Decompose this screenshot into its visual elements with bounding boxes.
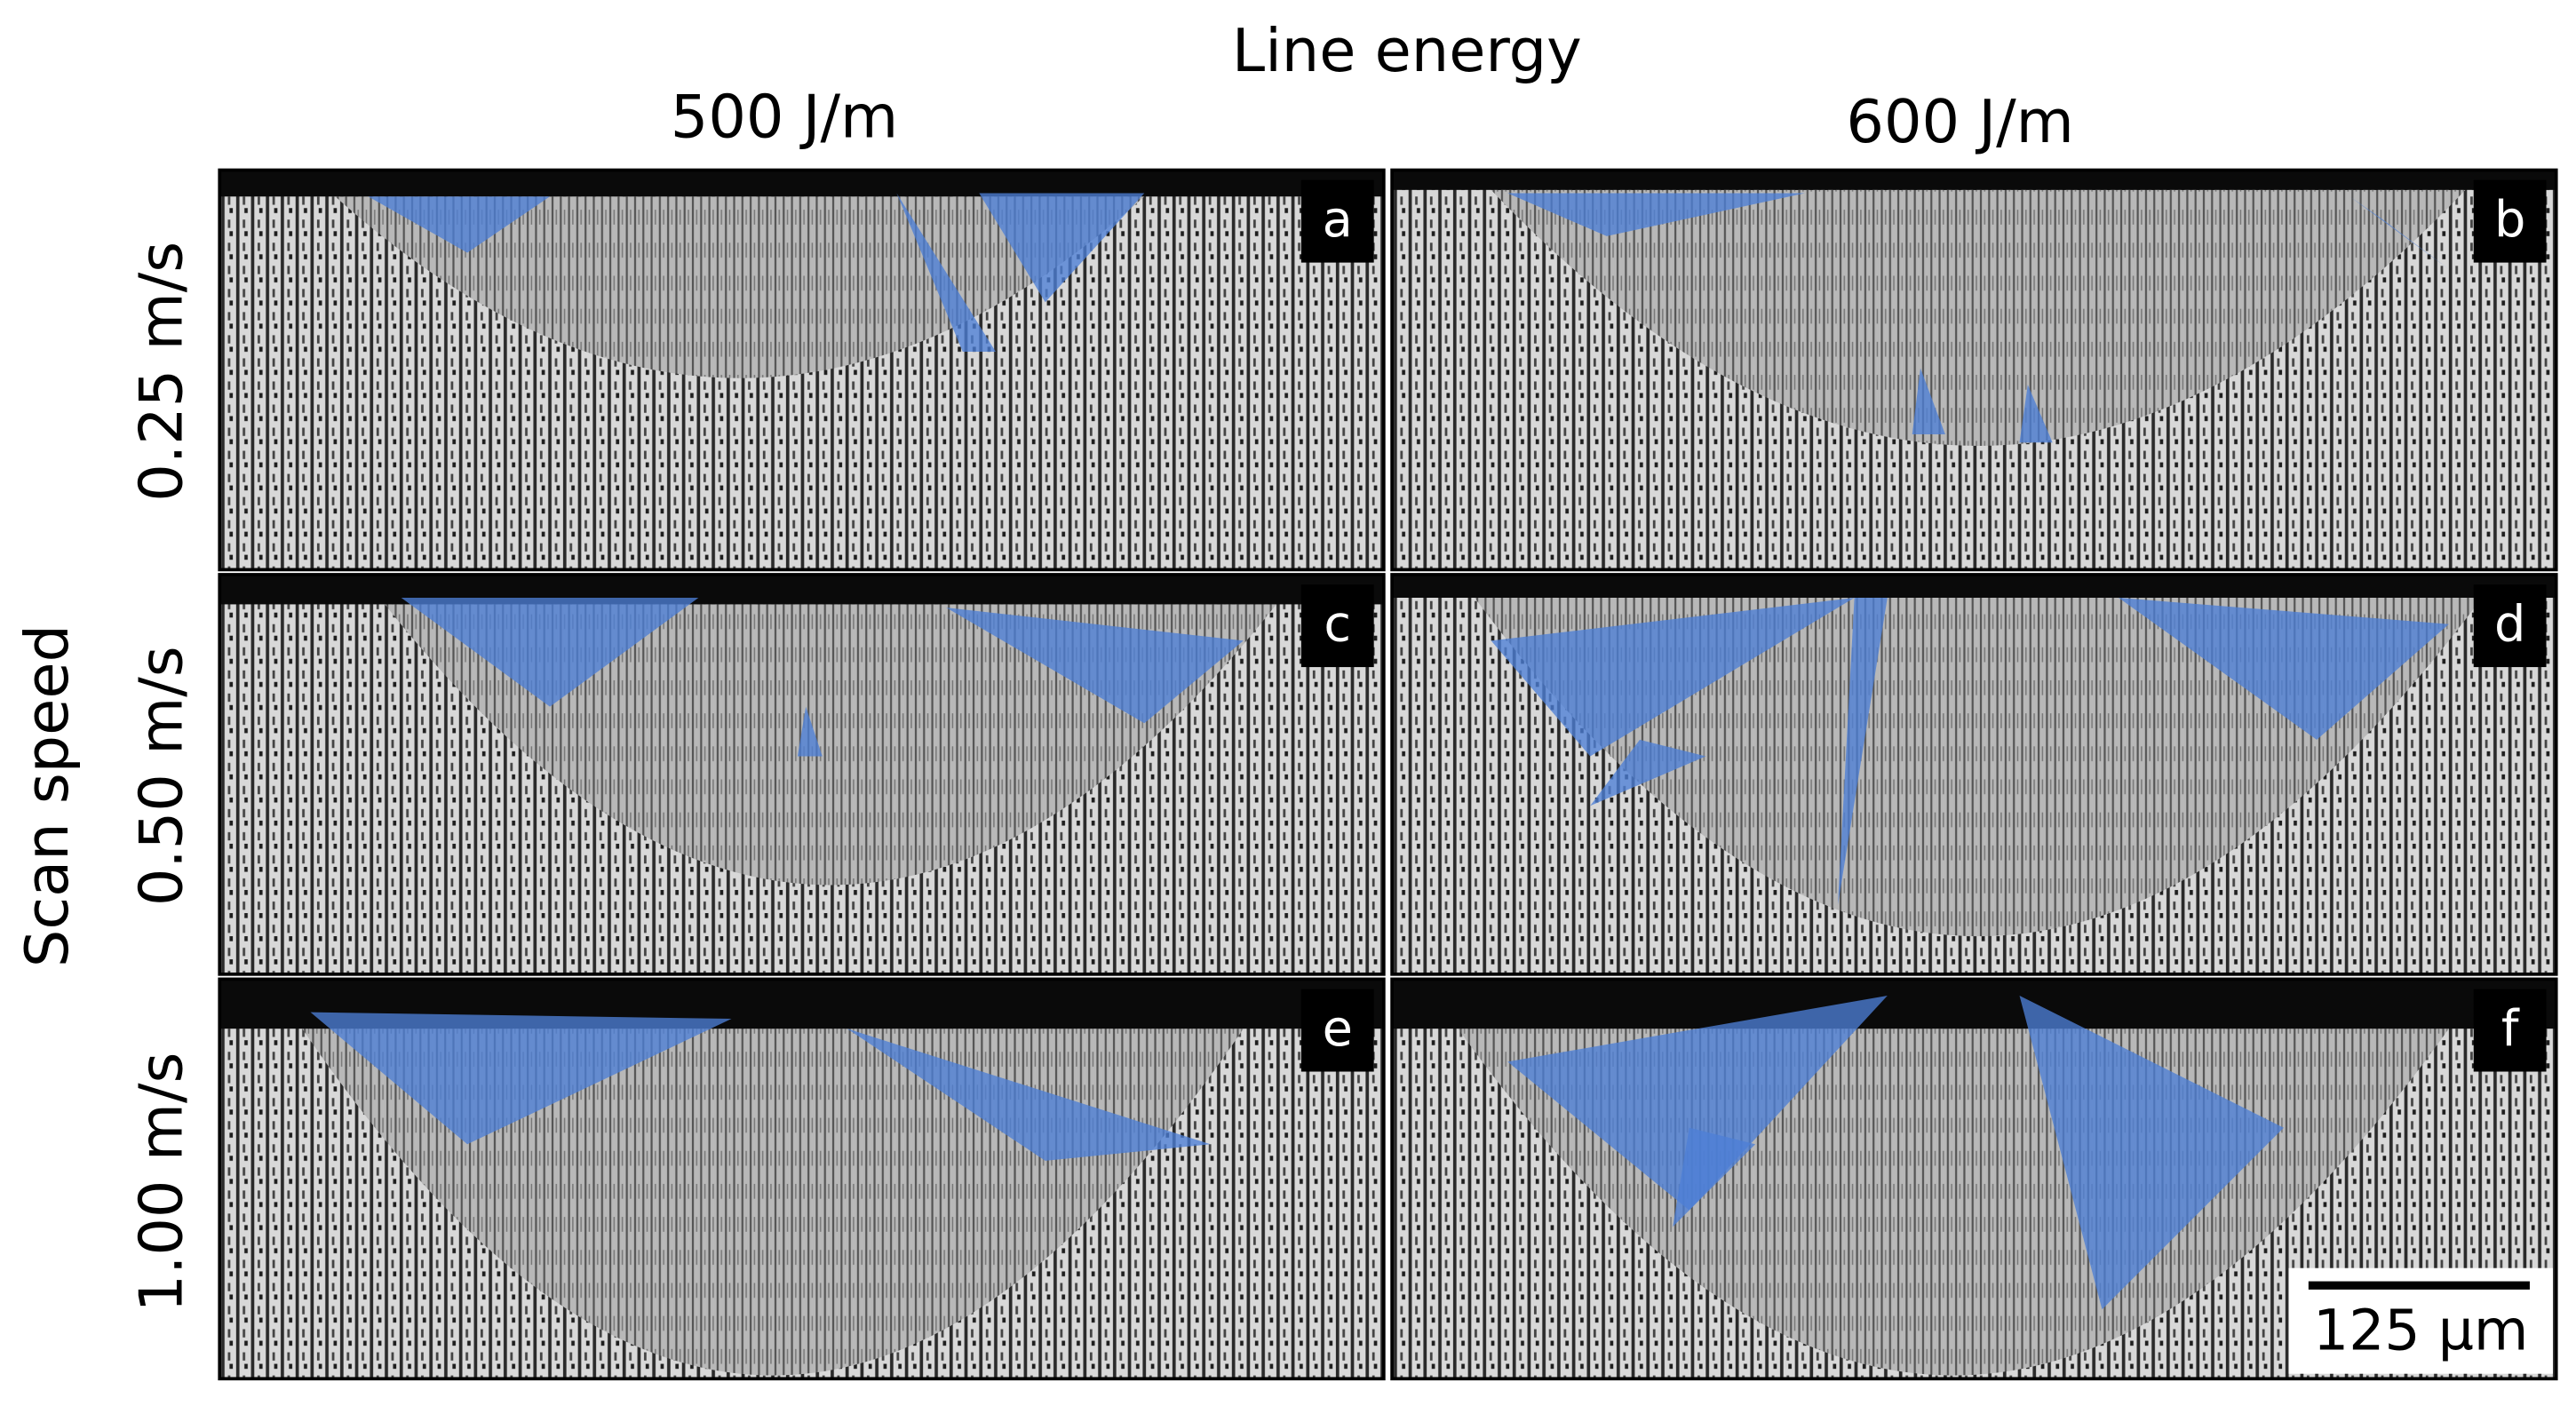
title: Line energy [1232,16,1582,85]
grain-highlight [946,608,1244,724]
panel-border [1390,573,2558,976]
surface-band [1392,979,2556,1029]
grain-highlight [1912,368,1945,434]
panel-letter: c [1324,596,1351,654]
row-axis-label: Scan speed [12,624,82,967]
micrograph-panel: e [218,977,1386,1381]
grain-highlight [797,706,823,757]
letter-box [2473,584,2547,668]
row-label: 0.25 m/s [126,242,195,502]
melt-pool [1491,189,2466,446]
surface-band [219,170,1384,197]
panel-border [1390,168,2558,572]
panel-border [218,573,1386,976]
surface-band [219,574,1384,605]
panel-letter: f [2501,1000,2520,1058]
grain-highlight [847,1029,1211,1161]
panels: a b c d e f [218,168,2558,1381]
column-label: 500 J/m [671,82,898,151]
panel-border [218,168,1386,572]
grain-highlight [1507,193,1805,236]
panel-letter: a [1323,191,1353,249]
micrograph-panel: d [1390,573,2558,976]
column-label: 600 J/m [1846,87,2073,156]
letter-box [1300,989,1374,1072]
row-label: 1.00 m/s [126,1053,195,1313]
row-label: 0.50 m/s [126,646,195,906]
letter-box [2473,989,2547,1072]
panel-border [218,977,1386,1381]
grain-highlight [1491,597,1855,757]
grain-highlight [2349,196,2449,270]
scale-bar-line [2308,1281,2530,1290]
grain-highlight [401,597,699,707]
letter-box [1300,584,1374,668]
letter-box [2473,179,2547,263]
grain-highlight [1673,1127,1756,1227]
melt-pool [1475,597,2483,937]
panel-border [1390,977,2558,1381]
grain-highlight [1838,597,1888,905]
grain-highlight [2119,597,2449,740]
panel-letter: b [2494,191,2525,249]
letter-box [1300,179,1374,263]
grain-highlight [310,1012,732,1145]
grain-highlight [1507,996,1888,1211]
micrograph-panel: c [218,573,1386,976]
surface-band [1392,170,2556,190]
grain-highlight [979,193,1145,303]
surface-band [1392,574,2556,598]
scale-bar: 125 µm [2288,1267,2553,1374]
panel-letter: e [1323,1000,1353,1058]
grain-highlight [1590,739,1706,806]
grain-highlight [368,196,551,253]
melt-pool [385,604,1276,886]
scale-bar-label: 125 µm [2313,1298,2528,1363]
micrograph-panel: b [1390,168,2558,572]
grain-highlight [2019,385,2053,443]
melt-pool [335,196,1145,378]
grain-highlight [2019,996,2284,1310]
micrograph-panel: a [218,168,1386,572]
panel-letter: d [2494,596,2525,654]
